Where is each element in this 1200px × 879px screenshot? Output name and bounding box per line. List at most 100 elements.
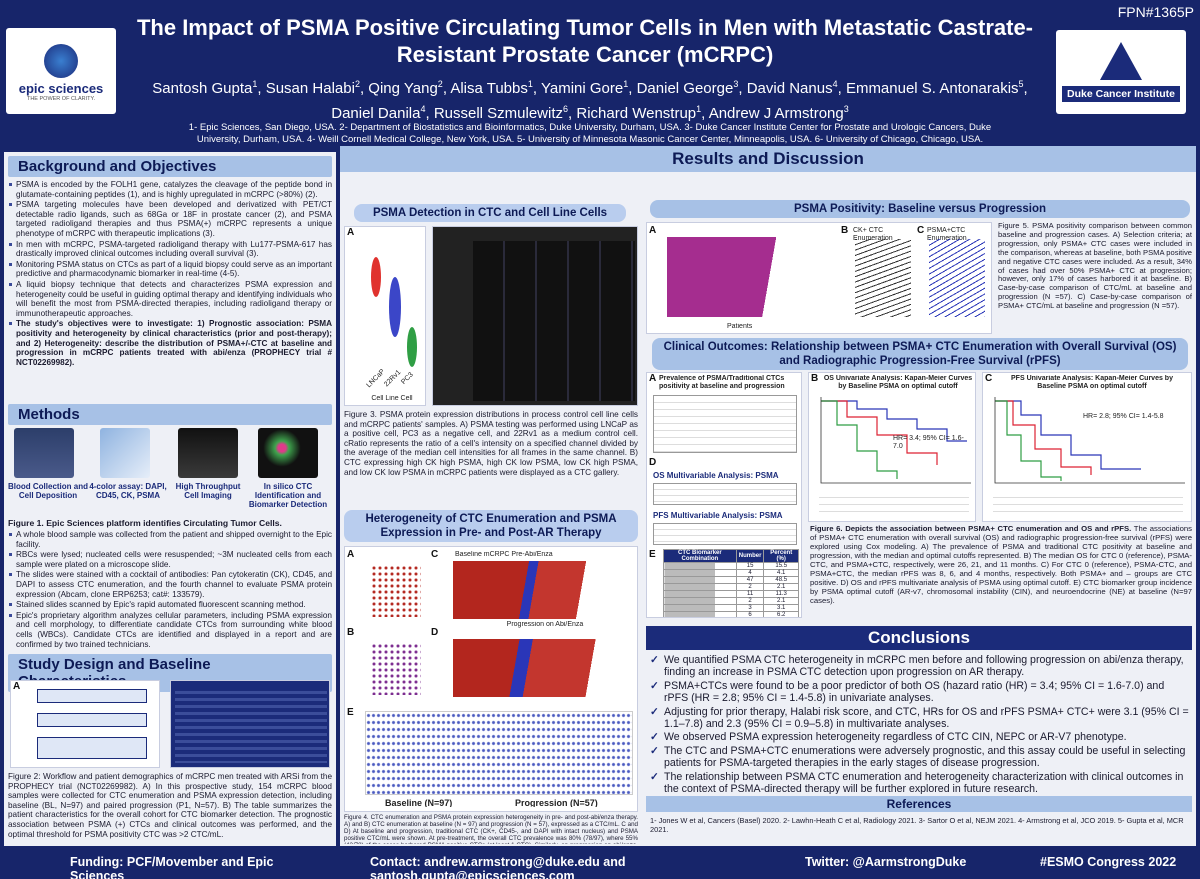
table-graphic	[653, 395, 797, 453]
results-area: Results and Discussion PSMA Detection in…	[340, 146, 1196, 846]
risk-table	[993, 491, 1183, 517]
line-graphic	[929, 239, 985, 317]
hazard-ratio: HR= 2.8; 95% CI= 1.4-5.8	[1083, 413, 1164, 420]
table-cell: 3	[735, 604, 765, 612]
figure-positivity: A Patients B CK+ CTC Enumeration C PSMA+…	[646, 222, 992, 334]
list-item: Monitoring PSMA status on CTCs as part o…	[8, 260, 332, 279]
dot-graphic	[371, 565, 421, 617]
figure-os-km: B OS Univariate Analysis: Kapan-Meier Cu…	[808, 372, 976, 522]
author-affiliation: 3	[843, 104, 849, 114]
panel-title: Progression on Abi/Enza	[506, 621, 584, 628]
panel-label: D	[431, 627, 439, 638]
author-affiliation: 5	[1018, 79, 1024, 89]
flow-box	[37, 713, 147, 727]
list-item: PSMA+CTCs were found to be a poor predic…	[650, 680, 1190, 705]
table-header-row: CTC Biomarker Combination Number Percent (…	[663, 549, 799, 563]
author-affiliation: 1	[623, 79, 629, 89]
panel-label: B	[841, 225, 849, 236]
panel-label: C	[985, 373, 993, 384]
table-cell: 11	[735, 590, 765, 598]
axis-label: Progression (N=57)	[515, 799, 598, 807]
table-row: 2 2.1	[663, 583, 799, 591]
table-cell: 15	[735, 562, 765, 570]
author: Qing Yang2,	[368, 79, 451, 97]
author-name: Andrew J Armstrong	[708, 105, 844, 122]
list-item: Epic's proprietary algorithm analyzes ce…	[8, 611, 332, 649]
km-graphic	[820, 397, 971, 484]
section-heading: References	[646, 796, 1192, 812]
table: CTC Biomarker Combination Number Percent (…	[663, 549, 799, 617]
table-row: 4 4.1	[663, 569, 799, 577]
author-affiliation: 1	[527, 79, 533, 89]
section-heading: Conclusions	[646, 626, 1192, 650]
table-cell: 15.5	[763, 562, 799, 570]
panel-title: CK+ CTC Enumeration	[853, 227, 893, 242]
table-cell: 6.2	[763, 611, 799, 617]
figure-caption: Figure 2: Workflow and patient demograph…	[8, 772, 332, 839]
table-cell: 2.1	[763, 597, 799, 605]
affiliations: 1- Epic Sciences, San Diego, USA. 2- Dep…	[188, 122, 992, 145]
icon-blood	[14, 428, 74, 478]
contact: Contact: andrew.armstrong@duke.edu and s…	[370, 855, 626, 879]
author: David Nanus4,	[746, 79, 846, 97]
panel-label: C	[917, 225, 925, 236]
list-item: Stained slides scanned by Epic's rapid a…	[8, 600, 332, 610]
author-affiliation: 4	[832, 79, 838, 89]
icon-assay	[100, 428, 150, 478]
author-name: Daniel George	[636, 80, 734, 97]
table-header-cell: CTC Biomarker Combination	[663, 549, 737, 563]
table-graphic	[653, 483, 797, 505]
biomarker-table: CTC Biomarker Combination Number Percent (…	[663, 549, 799, 617]
methods-text: A whole blood sample was collected from …	[8, 530, 332, 650]
author: Emmanuel S. Antonarakis5,	[845, 79, 1028, 97]
author-name: Russell Szmulewitz	[433, 105, 564, 122]
km-curve	[821, 400, 967, 442]
bar-graphic	[453, 639, 633, 697]
authors: Santosh Gupta1, Susan Halabi2, Qing Yang…	[150, 74, 1030, 124]
flow-box	[37, 689, 147, 703]
dot-graphic	[371, 643, 421, 695]
table-cell: 2	[735, 597, 765, 605]
icon-imaging	[178, 428, 238, 478]
panel-title: PFS Univariate Analysis: Kapan-Meier Cur…	[1011, 375, 1173, 390]
risk-table	[819, 491, 969, 517]
list-item: The CTC and PSMA+CTC enumerations were a…	[650, 745, 1190, 770]
panel-label: E	[347, 707, 354, 718]
figure-pfs-km: C PFS Univariate Analysis: Kapan-Meier C…	[982, 372, 1192, 522]
table-row: 6 6.2	[663, 611, 799, 617]
panel-title: PSMA+CTC Enumeration	[927, 227, 967, 242]
figure-demographics: B	[170, 680, 330, 768]
author: Yamini Gore1,	[540, 79, 637, 97]
objectives: The study's objectives were to investiga…	[8, 319, 332, 367]
panel-label: A	[347, 227, 355, 238]
step-label: Blood Collection and Cell Deposition	[8, 482, 88, 500]
bullet-list: PSMA is encoded by the FOLH1 gene, catal…	[8, 180, 332, 318]
caption-text: The associations of PSMA+ CTC enumeratio…	[810, 524, 1192, 605]
subsection-title: PSMA Positivity: Baseline versus Progres…	[650, 200, 1190, 218]
author-affiliation: 3	[733, 79, 739, 89]
author-affiliation: 6	[563, 104, 569, 114]
panel-label: C	[431, 549, 439, 560]
table-cell: 48.5	[763, 576, 799, 584]
conclusions-list: We quantified PSMA CTC heterogeneity in …	[650, 654, 1190, 794]
author: Richard Wenstrup1,	[576, 104, 709, 122]
axis	[820, 397, 971, 484]
list-item: In men with mCRPC, PSMA-targeted radioli…	[8, 240, 332, 259]
author-affiliation: 2	[437, 79, 443, 89]
figure-prevalence: A Prevalence of PSMA/Traditional CTCs po…	[646, 372, 802, 618]
author: Russell Szmulewitz6,	[433, 104, 577, 122]
logo-right: Duke Cancer Institute	[1056, 30, 1186, 114]
figure-caption: Figure 5. PSMA positivity comparison bet…	[998, 222, 1192, 311]
author: Susan Halabi2,	[265, 79, 369, 97]
figure-caption: Figure 1. Epic Sciences platform identif…	[8, 518, 282, 528]
figure-workflow: A	[10, 680, 160, 768]
hazard-ratio: HR= 3.4; 95% CI= 1.6-7.0	[893, 435, 964, 450]
author-affiliation: 2	[354, 79, 360, 89]
logo-tagline: THE POWER OF CLARITY.	[26, 96, 96, 102]
author: Santosh Gupta1,	[152, 79, 266, 97]
axis-label: Cell Line Cell	[371, 395, 413, 402]
list-item: PSMA is encoded by the FOLH1 gene, catal…	[8, 180, 332, 199]
author: Andrew J Armstrong3	[708, 104, 849, 122]
table-row: 47 48.5	[663, 576, 799, 584]
